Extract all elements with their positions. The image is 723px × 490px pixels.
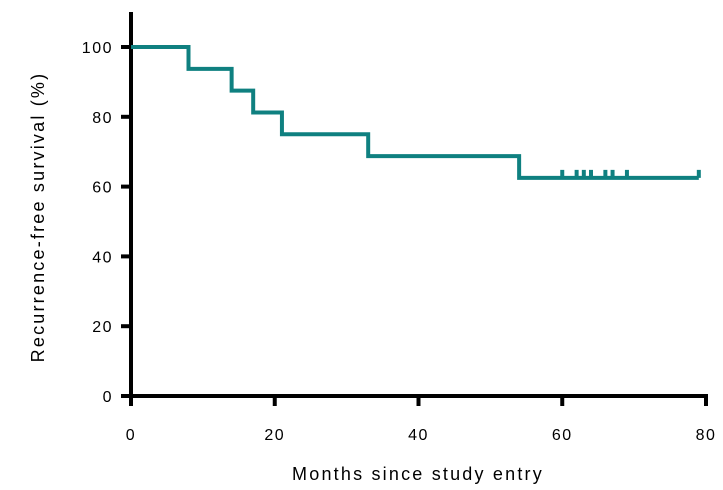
y-tick-label-100: 100	[82, 40, 113, 57]
x-tick-label-60: 60	[552, 427, 573, 444]
y-tick-label-80: 80	[92, 110, 113, 127]
axes	[121, 12, 708, 406]
survival-curve-0	[131, 45, 699, 180]
y-tick-label-60: 60	[92, 180, 113, 197]
y-tick-label-0: 0	[103, 389, 113, 406]
y-tick-label-20: 20	[92, 319, 113, 336]
tick-labels: 0 20 40 60 80 100 0 20 40 60 80	[82, 40, 717, 444]
x-axis-title: Months since study entry	[292, 464, 544, 484]
x-tick-label-40: 40	[408, 427, 429, 444]
x-tick-label-0: 0	[126, 427, 136, 444]
x-tick-label-20: 20	[264, 427, 285, 444]
series-layer	[131, 45, 701, 180]
y-tick-label-40: 40	[92, 249, 113, 266]
x-tick-label-80: 80	[696, 427, 717, 444]
y-axis-title: Recurrence-free survival (%)	[28, 72, 48, 363]
